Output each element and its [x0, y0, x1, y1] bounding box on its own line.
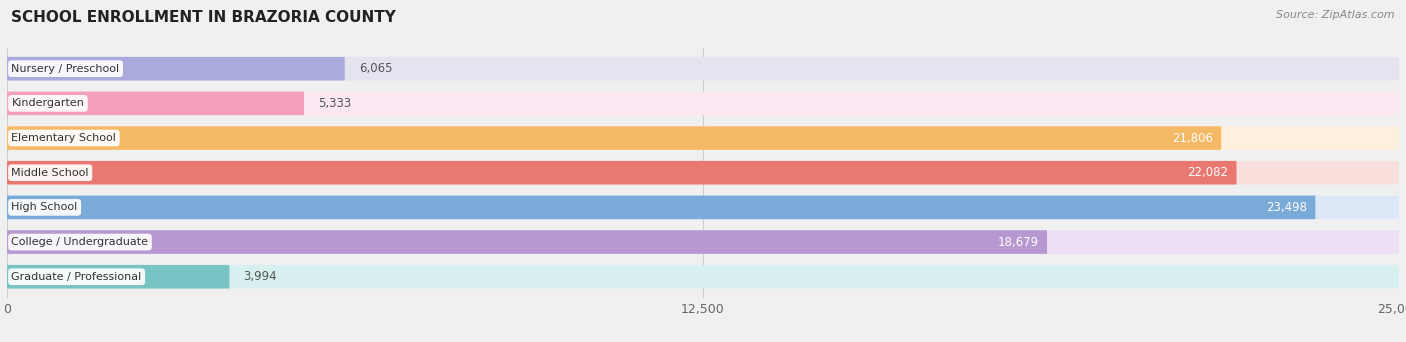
Text: 3,994: 3,994: [243, 270, 277, 283]
Text: 21,806: 21,806: [1171, 132, 1213, 145]
Text: 5,333: 5,333: [318, 97, 352, 110]
Text: SCHOOL ENROLLMENT IN BRAZORIA COUNTY: SCHOOL ENROLLMENT IN BRAZORIA COUNTY: [11, 10, 396, 25]
Text: Middle School: Middle School: [11, 168, 89, 178]
Text: 18,679: 18,679: [997, 236, 1039, 249]
FancyBboxPatch shape: [7, 196, 1399, 219]
FancyBboxPatch shape: [7, 57, 344, 80]
FancyBboxPatch shape: [7, 92, 304, 115]
Text: Elementary School: Elementary School: [11, 133, 117, 143]
FancyBboxPatch shape: [7, 196, 1316, 219]
FancyBboxPatch shape: [7, 126, 1399, 150]
FancyBboxPatch shape: [7, 265, 1399, 289]
FancyBboxPatch shape: [7, 161, 1236, 184]
FancyBboxPatch shape: [7, 265, 229, 289]
Text: 23,498: 23,498: [1265, 201, 1308, 214]
FancyBboxPatch shape: [7, 126, 1222, 150]
FancyBboxPatch shape: [7, 92, 1399, 115]
Text: 6,065: 6,065: [359, 62, 392, 75]
FancyBboxPatch shape: [7, 57, 1399, 80]
Text: College / Undergraduate: College / Undergraduate: [11, 237, 149, 247]
FancyBboxPatch shape: [7, 161, 1399, 184]
Text: Nursery / Preschool: Nursery / Preschool: [11, 64, 120, 74]
Text: Graduate / Professional: Graduate / Professional: [11, 272, 142, 282]
Text: Kindergarten: Kindergarten: [11, 98, 84, 108]
FancyBboxPatch shape: [7, 230, 1047, 254]
FancyBboxPatch shape: [7, 230, 1399, 254]
Text: 22,082: 22,082: [1187, 166, 1229, 179]
Text: High School: High School: [11, 202, 77, 212]
Text: Source: ZipAtlas.com: Source: ZipAtlas.com: [1277, 10, 1395, 20]
